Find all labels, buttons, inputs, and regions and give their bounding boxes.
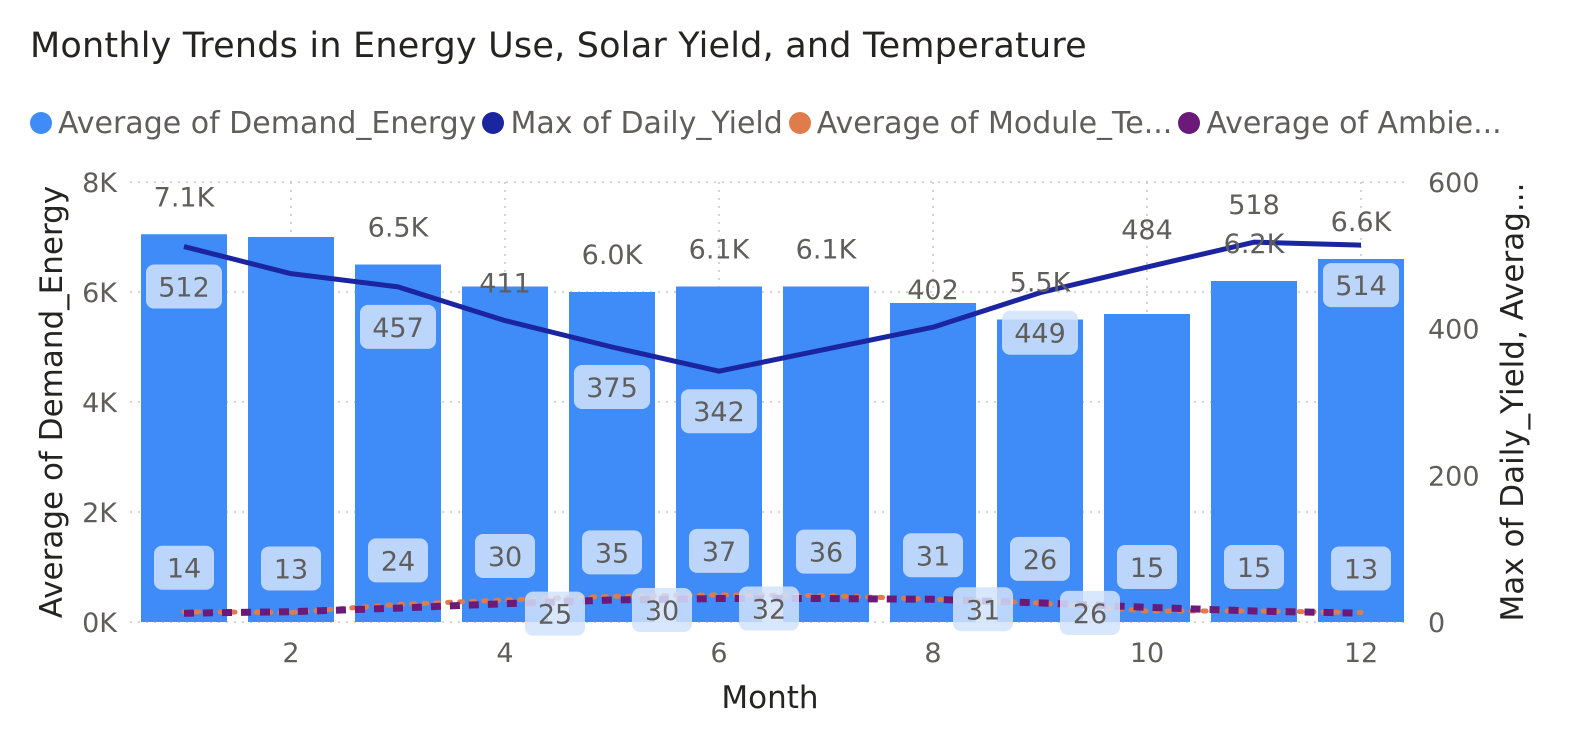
yield-data-label-background: [146, 264, 222, 309]
module-temp-data-label: 13: [1344, 554, 1378, 585]
yield-data-label: 518: [1228, 190, 1280, 221]
ambient-temp-data-label: 26: [1073, 599, 1107, 630]
x-tick-label: 2: [282, 638, 299, 669]
bar-data-label: 6.5K: [368, 213, 430, 244]
y-right-tick-label: 400: [1428, 315, 1480, 346]
module-temp-data-label: 15: [1130, 553, 1164, 584]
y-left-tick-label: 6K: [82, 278, 118, 309]
bar-data-label: 6.6K: [1331, 207, 1393, 238]
x-tick-label: 4: [496, 638, 513, 669]
module-temp-data-label: 35: [595, 538, 629, 569]
module-temp-data-label: 26: [1023, 545, 1057, 576]
module-temp-data-label: 13: [274, 554, 308, 585]
yield-data-label: 411: [479, 269, 531, 300]
yield-data-label: 449: [1014, 319, 1066, 350]
module-temp-data-label: 37: [702, 537, 736, 568]
yield-data-label: 342: [693, 397, 745, 428]
y-left-tick-label: 4K: [82, 388, 118, 419]
bar-data-label: 6.1K: [689, 235, 751, 266]
x-axis-title: Month: [721, 680, 818, 716]
module-temp-data-label-background: [475, 534, 535, 578]
line-daily-yield: [183, 239, 1362, 374]
module-temp-data-label-background: [903, 533, 963, 578]
module-temp-data-label: 36: [809, 538, 843, 569]
legend-label: Average of Demand_Energy: [58, 105, 477, 141]
chart-title: Monthly Trends in Energy Use, Solar Yiel…: [30, 26, 1087, 66]
ambient-temp-data-label: 31: [966, 595, 1000, 626]
bar-data-label: 6.0K: [582, 240, 644, 271]
yield-data-label: 484: [1121, 215, 1173, 246]
module-temp-data-label: 15: [1237, 553, 1271, 584]
ambient-temp-data-label: 25: [538, 600, 572, 631]
module-temp-data-label-background: [1117, 545, 1177, 589]
bar-data-label: 6.2K: [1224, 229, 1286, 260]
y-left-axis-title: Average of Demand_Energy: [34, 186, 70, 618]
yield-data-label: 457: [372, 313, 424, 344]
yield-data-label: 402: [907, 275, 959, 306]
module-temp-data-label-background: [1010, 536, 1070, 581]
y-left-tick-label: 2K: [82, 498, 118, 529]
module-temp-data-label-background: [582, 530, 642, 575]
ambient-temp-data-label-background: [953, 587, 1013, 632]
yield-data-label-background: [360, 304, 436, 349]
module-temp-data-label: 31: [916, 541, 950, 572]
legend-marker: [788, 112, 811, 134]
yield-data-label-background: [574, 365, 650, 409]
yield-data-label-background: [1002, 310, 1078, 355]
y-right-tick-label: 600: [1428, 168, 1480, 199]
legend-marker: [30, 112, 52, 134]
legend-label: Max of Daily_Yield: [510, 105, 783, 141]
x-tick-label: 10: [1130, 638, 1164, 669]
legend: Average of Demand_Energy Max of Daily_Yi…: [30, 103, 1508, 143]
legend-marker: [1178, 112, 1201, 134]
y-left-tick-label: 0K: [82, 608, 118, 639]
yield-data-label-background: [681, 389, 757, 434]
legend-marker: [482, 112, 505, 134]
module-temp-data-label-background: [796, 529, 856, 574]
legend-item-daily-yield[interactable]: Max of Daily_Yield: [482, 105, 783, 141]
module-temp-data-label: 30: [488, 542, 522, 573]
module-temp-data-label: 24: [381, 546, 415, 577]
yield-data-label: 375: [586, 373, 638, 404]
legend-label: Average of Ambie...: [1206, 105, 1502, 141]
bar-data-label: 6.1K: [796, 235, 858, 266]
legend-item-module-temp[interactable]: Average of Module_Te...: [788, 105, 1173, 141]
ambient-temp-data-label: 30: [645, 596, 679, 627]
x-tick-label: 8: [924, 638, 941, 669]
module-temp-data-label-background: [154, 545, 214, 590]
legend-label: Average of Module_Te...: [816, 105, 1173, 141]
ambient-temp-data-label: 32: [752, 595, 786, 626]
x-tick-label: 12: [1344, 638, 1378, 669]
y-right-tick-label: 200: [1428, 461, 1480, 492]
ambient-temp-data-label-background: [632, 588, 692, 632]
ambient-temp-data-label-background: [739, 586, 799, 631]
line-ambient-temperature: [183, 595, 1362, 617]
module-temp-data-label-background: [1224, 545, 1284, 589]
legend-item-demand-energy[interactable]: Average of Demand_Energy: [30, 106, 476, 141]
legend-item-ambient-temp[interactable]: Average of Ambie...: [1178, 105, 1502, 141]
y-left-tick-label: 8K: [82, 168, 118, 199]
yield-data-label-background: [1323, 263, 1399, 308]
ambient-temp-data-label-background: [525, 591, 585, 636]
module-temp-data-label-background: [368, 538, 428, 583]
y-right-axis-title: Max of Daily_Yield, Averag...: [1495, 183, 1531, 622]
module-temp-data-label-background: [689, 528, 749, 573]
module-temp-data-label-background: [261, 546, 321, 591]
module-temp-data-label: 14: [167, 554, 201, 585]
yield-data-label: 512: [158, 273, 210, 304]
module-temp-data-label-background: [1331, 546, 1391, 591]
y-right-tick-label: 0: [1428, 608, 1445, 639]
bar-data-label: 7.1K: [154, 182, 216, 213]
x-tick-label: 6: [710, 638, 727, 669]
ambient-temp-data-label-background: [1060, 590, 1120, 635]
bar-data-label: 5.5K: [1010, 268, 1072, 299]
yield-data-label: 514: [1335, 271, 1387, 302]
